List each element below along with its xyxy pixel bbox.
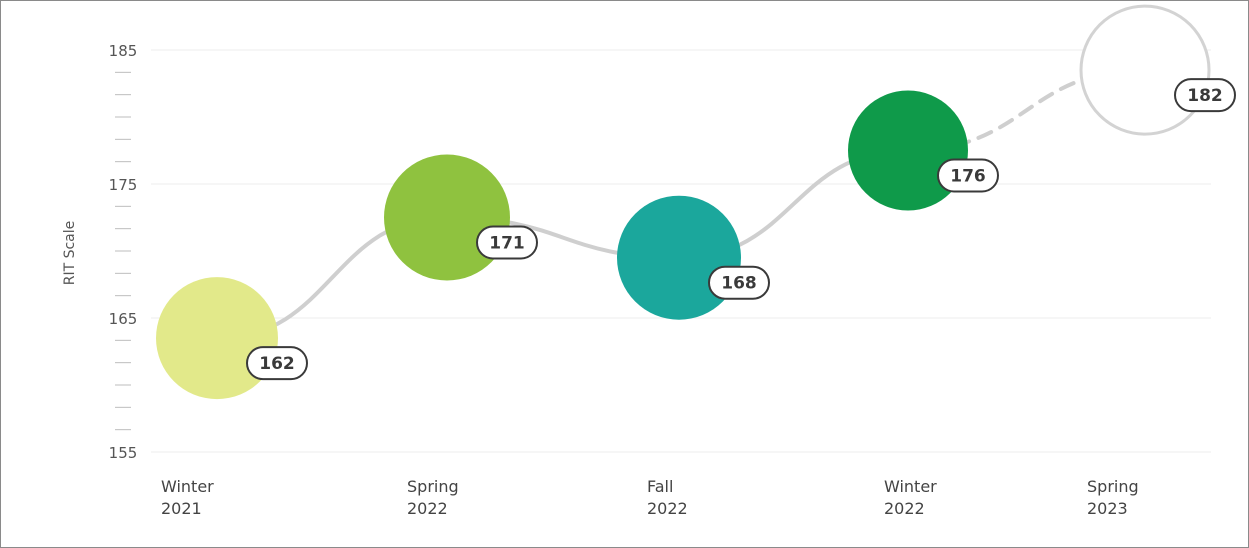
x-tick-3: Winter 2022 [884, 477, 937, 518]
value-label-0: 162 [246, 346, 308, 381]
y-tick-165: 165 [109, 310, 138, 328]
y-tick-175: 175 [109, 176, 138, 194]
data-point-0 [156, 277, 278, 400]
value-pill [246, 346, 308, 381]
x-tick-0: Winter 2021 [161, 477, 214, 518]
data-point-1 [384, 154, 510, 281]
x-tick-1: Spring 2022 [407, 477, 459, 518]
value-text: 176 [950, 167, 986, 187]
value-text: 162 [259, 354, 295, 374]
value-label-2: 168 [708, 265, 770, 300]
value-pill [1174, 78, 1236, 113]
value-pill [937, 158, 999, 193]
grid-layer [151, 49, 1211, 453]
data-point-2 [617, 195, 741, 320]
value-label-1: 171 [476, 225, 538, 260]
y-axis-title: RIT Scale [62, 221, 78, 286]
projected-point [1079, 4, 1211, 136]
value-label-3: 176 [937, 158, 999, 193]
data-point-3 [848, 90, 968, 211]
x-tick-2: Fall 2022 [647, 477, 688, 518]
y-tick-labels: 155 165 175 185 [109, 42, 138, 462]
minor-ticks [115, 71, 131, 431]
y-tick-185: 185 [109, 42, 138, 60]
data-points [156, 4, 1211, 400]
value-pill [476, 225, 538, 260]
value-pill [708, 265, 770, 300]
x-tick-4: Spring 2023 [1087, 477, 1139, 518]
value-text: 171 [489, 234, 525, 254]
value-text: 182 [1187, 86, 1223, 106]
y-tick-155: 155 [109, 444, 138, 462]
value-text: 168 [721, 274, 757, 294]
x-tick-labels: Winter 2021 Spring 2022 Fall 2022 Winter 2022 Sp… [161, 477, 1139, 518]
value-labels: 162 171 168 176 182 [246, 78, 1236, 381]
value-label-4: 182 [1174, 78, 1236, 113]
